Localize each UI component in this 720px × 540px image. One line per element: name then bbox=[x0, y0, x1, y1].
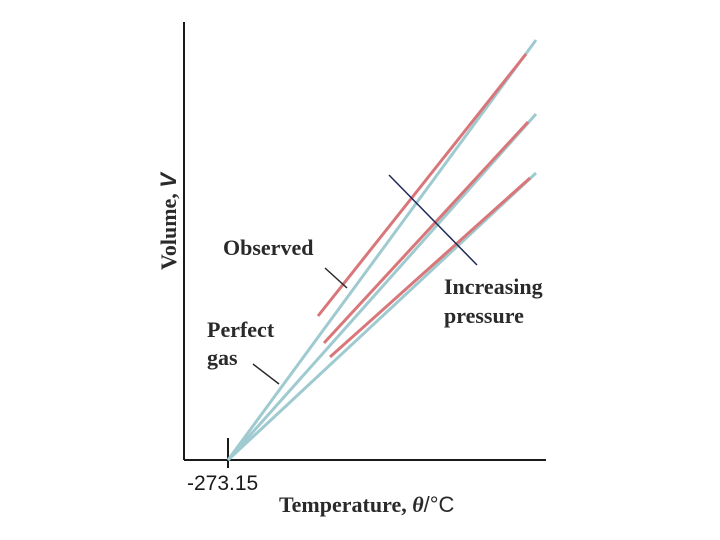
increasing-pressure-line bbox=[388, 174, 478, 266]
perfect-gas-label-line2: gas bbox=[207, 345, 238, 370]
absolute-zero-label: -273.15 bbox=[187, 472, 258, 495]
perfect-gas-line-mid-pressure bbox=[226, 113, 538, 461]
observed-line-low-pressure bbox=[316, 53, 528, 317]
y-axis-label: Volume, V bbox=[156, 171, 181, 270]
observed-line-mid-pressure bbox=[322, 120, 530, 345]
perfect-gas-line-high-pressure bbox=[226, 171, 538, 462]
x-axis-label-text: Temperature, bbox=[279, 492, 412, 517]
x-axis-label: Temperature, θ/°C bbox=[279, 492, 455, 517]
perfect-gas-line-low-pressure bbox=[226, 39, 538, 461]
x-axis-label-unit: /°C bbox=[424, 492, 455, 517]
x-axis-label-symbol: θ bbox=[412, 492, 424, 517]
observed-line-high-pressure bbox=[328, 176, 532, 359]
perfect-gas-pointer bbox=[252, 363, 280, 385]
y-axis-label-text: Volume, bbox=[156, 188, 181, 270]
perfect-gas-label-line1: Perfect bbox=[207, 317, 275, 342]
observed-pointer bbox=[324, 267, 348, 289]
increasing-pressure-label-line2: pressure bbox=[444, 303, 524, 328]
y-axis-label-symbol: V bbox=[156, 171, 181, 188]
observed-label: Observed bbox=[223, 235, 313, 260]
increasing-pressure-label-line1: Increasing bbox=[444, 274, 543, 299]
